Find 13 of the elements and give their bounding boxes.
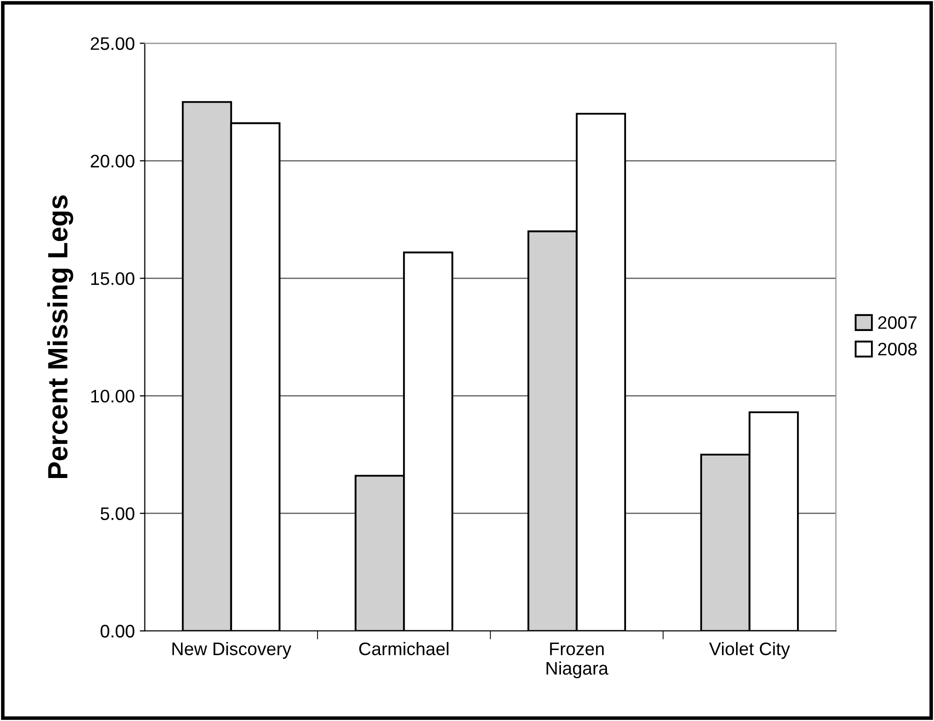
y-tick-label: 20.00 bbox=[90, 154, 134, 168]
y-tick-label: 0.00 bbox=[100, 624, 134, 638]
x-tick-label: Frozen Niagara bbox=[546, 642, 608, 678]
legend-label: 2007 bbox=[878, 316, 917, 329]
x-tick-label: Violet City bbox=[709, 642, 790, 659]
y-tick-label: 25.00 bbox=[90, 37, 134, 50]
y-tick-label: 5.00 bbox=[100, 507, 134, 520]
x-tick-label: New Discovery bbox=[172, 642, 292, 659]
y-tick-label: 10.00 bbox=[91, 390, 134, 403]
y-axis-title: Percent Missing Legs bbox=[47, 195, 74, 478]
x-tick-label: Carmichael bbox=[359, 642, 448, 656]
legend-label: 2008 bbox=[878, 342, 917, 356]
y-tick-label: 15.00 bbox=[91, 272, 134, 286]
